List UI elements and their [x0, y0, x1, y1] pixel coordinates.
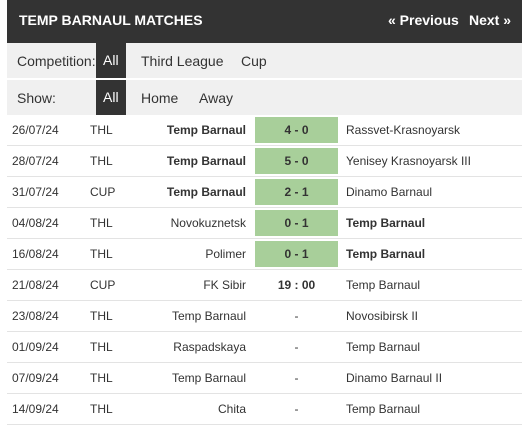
- match-row[interactable]: 04/08/24 THL Novokuznetsk 0 - 1 Temp Bar…: [7, 208, 522, 239]
- match-competition: CUP: [90, 185, 116, 199]
- home-team[interactable]: Novokuznetsk: [170, 216, 246, 230]
- match-date: 28/07/24: [12, 154, 59, 168]
- match-row[interactable]: 07/09/24 THL Temp Barnaul - Dinamo Barna…: [7, 363, 522, 394]
- match-row[interactable]: 23/08/24 THL Temp Barnaul - Novosibirsk …: [7, 301, 522, 332]
- match-date: 23/08/24: [12, 309, 59, 323]
- match-row[interactable]: 26/07/24 THL Temp Barnaul 4 - 0 Rassvet-…: [7, 115, 522, 146]
- away-team[interactable]: Dinamo Barnaul: [346, 185, 433, 199]
- match-date: 01/09/24: [12, 340, 59, 354]
- match-row[interactable]: 28/07/24 THL Temp Barnaul 5 - 0 Yenisey …: [7, 146, 522, 177]
- match-date: 21/08/24: [12, 278, 59, 292]
- show-label: Show:: [17, 90, 56, 106]
- match-competition: THL: [90, 123, 113, 137]
- match-date: 04/08/24: [12, 216, 59, 230]
- match-date: 31/07/24: [12, 185, 59, 199]
- match-competition: THL: [90, 216, 113, 230]
- competition-label: Competition:: [17, 53, 96, 69]
- match-competition: THL: [90, 371, 113, 385]
- match-competition: THL: [90, 154, 113, 168]
- home-team[interactable]: FK Sibir: [203, 278, 246, 292]
- away-team[interactable]: Yenisey Krasnoyarsk III: [346, 154, 471, 168]
- away-team[interactable]: Temp Barnaul: [346, 278, 421, 292]
- match-row[interactable]: 31/07/24 CUP Temp Barnaul 2 - 1 Dinamo B…: [7, 177, 522, 208]
- match-competition: THL: [90, 340, 113, 354]
- match-competition: THL: [90, 309, 113, 323]
- match-date: 16/08/24: [12, 247, 59, 261]
- match-row[interactable]: 16/08/24 THL Polimer 0 - 1 Temp Barnaul: [7, 239, 522, 270]
- match-competition: THL: [90, 247, 113, 261]
- previous-link[interactable]: « Previous: [388, 12, 459, 28]
- match-kickoff-time[interactable]: 19 : 00: [277, 278, 316, 292]
- away-team[interactable]: Dinamo Barnaul II: [346, 371, 443, 385]
- home-team[interactable]: Chita: [217, 402, 246, 416]
- away-team[interactable]: Temp Barnaul: [346, 216, 426, 230]
- home-team[interactable]: Temp Barnaul: [166, 123, 246, 137]
- home-team[interactable]: Raspadskaya: [173, 340, 246, 354]
- away-team[interactable]: Temp Barnaul: [346, 247, 426, 261]
- show-option-away[interactable]: Away: [199, 90, 233, 106]
- match-score[interactable]: 4 - 0: [255, 117, 338, 143]
- match-competition: CUP: [90, 278, 116, 292]
- match-score[interactable]: 0 - 1: [255, 210, 338, 236]
- home-team[interactable]: Polimer: [205, 247, 246, 261]
- away-team[interactable]: Novosibirsk II: [346, 309, 419, 323]
- matches-table: 26/07/24 THL Temp Barnaul 4 - 0 Rassvet-…: [7, 115, 522, 425]
- next-link[interactable]: Next »: [469, 12, 512, 28]
- show-option-all[interactable]: All: [96, 80, 126, 115]
- match-score[interactable]: 5 - 0: [255, 148, 338, 174]
- match-row[interactable]: 01/09/24 THL Raspadskaya - Temp Barnaul: [7, 332, 522, 363]
- match-row[interactable]: 21/08/24 CUP FK Sibir 19 : 00 Temp Barna…: [7, 270, 522, 301]
- widget-header: TEMP BARNAUL MATCHES « Previous Next »: [7, 0, 522, 43]
- show-option-home[interactable]: Home: [141, 90, 179, 106]
- away-team[interactable]: Temp Barnaul: [346, 402, 421, 416]
- widget-title: TEMP BARNAUL MATCHES: [19, 12, 203, 28]
- match-competition: THL: [90, 402, 113, 416]
- match-row[interactable]: 14/09/24 THL Chita - Temp Barnaul: [7, 394, 522, 425]
- competition-filter: Competition: All Third League Cup: [7, 43, 522, 78]
- match-score[interactable]: 0 - 1: [255, 241, 338, 267]
- home-team[interactable]: Temp Barnaul: [166, 185, 246, 199]
- home-team[interactable]: Temp Barnaul: [171, 371, 246, 385]
- competition-option-third-league[interactable]: Third League: [141, 53, 224, 69]
- competition-option-cup[interactable]: Cup: [241, 53, 267, 69]
- matches-widget: TEMP BARNAUL MATCHES « Previous Next » C…: [7, 0, 522, 426]
- match-date: 26/07/24: [12, 123, 59, 137]
- competition-option-all[interactable]: All: [96, 43, 126, 78]
- match-date: 07/09/24: [12, 371, 59, 385]
- home-team[interactable]: Temp Barnaul: [171, 309, 246, 323]
- home-team[interactable]: Temp Barnaul: [166, 154, 246, 168]
- match-score: -: [294, 402, 299, 416]
- show-filter: Show: All Home Away: [7, 80, 522, 115]
- match-score: -: [294, 371, 299, 385]
- match-score: -: [294, 340, 299, 354]
- match-score[interactable]: 2 - 1: [255, 179, 338, 205]
- match-score: -: [294, 309, 299, 323]
- away-team[interactable]: Rassvet-Krasnoyarsk: [346, 123, 461, 137]
- match-date: 14/09/24: [12, 402, 59, 416]
- away-team[interactable]: Temp Barnaul: [346, 340, 421, 354]
